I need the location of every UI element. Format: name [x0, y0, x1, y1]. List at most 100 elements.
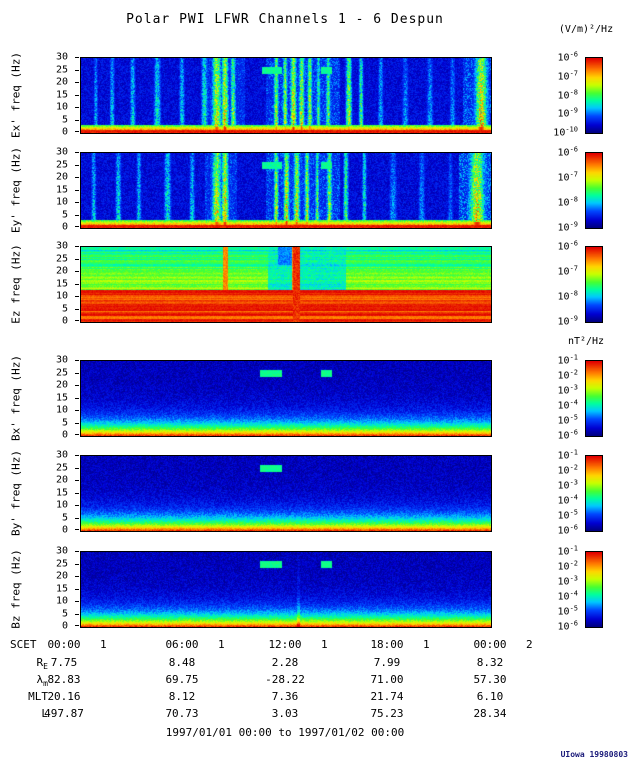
freq-tick-mark: [75, 164, 79, 166]
table-cell: 7.99: [373, 656, 401, 669]
freq-tick-mark: [75, 246, 79, 247]
table-cell: 69.75: [165, 673, 199, 686]
spectrogram-panel-bx: Bx' freq (Hz) 0 5 10 15 20 25 30 10-1 10-2 10-3 1…: [0, 353, 640, 442]
freq-tick-label: 5: [61, 512, 68, 523]
freq-tick-labels: 0 5 10 15 20 25 30: [0, 147, 79, 233]
colorbar-tick-label: 10-2: [557, 368, 578, 382]
day-number-label: 2: [526, 638, 533, 651]
freq-tick-labels: 0 5 10 15 20 25 30: [0, 355, 79, 441]
freq-tick-mark: [75, 131, 79, 132]
freq-tick-label: 30: [55, 51, 68, 63]
table-cell: 8.12: [168, 690, 196, 703]
freq-tick-mark: [75, 271, 79, 272]
colorbar-tick-label: 10-2: [557, 463, 578, 477]
table-cell: 20.16: [47, 690, 81, 703]
freq-tick-label: 25: [55, 367, 68, 378]
colorbar-tick-label: 10-3: [557, 574, 578, 588]
table-cell: 57.30: [473, 673, 507, 686]
freq-tick-mark: [75, 505, 79, 506]
colorbar-tick-label: 10-7: [557, 170, 578, 184]
spectrogram-panel-ey: Ey' freq (Hz) 0 5 10 15 20 25 30 10-6 10-7 10-8 1…: [0, 145, 640, 234]
freq-tick-label: 5: [61, 209, 68, 220]
freq-tick-label: 25: [55, 462, 68, 473]
colorbar-tick-label: 10-4: [557, 398, 578, 412]
colorbar: [585, 57, 603, 134]
time-axis: SCET 00:00 1 06:00 1 12:00 1 18:00 1 00:00 2: [0, 638, 640, 652]
freq-tick-mark: [75, 308, 79, 310]
freq-tick-mark: [75, 119, 79, 121]
freq-tick-label: 0: [61, 315, 68, 327]
table-cell: 71.00: [370, 673, 404, 686]
freq-tick-mark: [75, 107, 79, 108]
freq-tick-mark: [75, 296, 79, 297]
colorbar-tick-label: 10-6: [557, 239, 578, 253]
spectrogram-canvas: [80, 551, 492, 628]
day-number-label: 1: [321, 638, 328, 651]
freq-tick-label: 15: [55, 89, 68, 100]
colorbar-tick-label: 10-5: [557, 413, 578, 427]
table-row-label: RE: [36, 656, 48, 672]
freq-tick-label: 30: [55, 240, 68, 252]
table-cell: 497.87: [44, 707, 84, 720]
freq-tick-mark: [75, 563, 79, 565]
colorbar-tick-labels: 10-1 10-2 10-3 10-4 10-5 10-6: [536, 353, 582, 441]
colorbar-tick-labels: 10-6 10-7 10-8 10-9: [536, 239, 582, 327]
table-cell: 8.48: [168, 656, 196, 669]
freq-tick-mark: [75, 372, 79, 374]
table-cell: 6.10: [476, 690, 504, 703]
freq-tick-mark: [75, 625, 79, 626]
colorbar-tick-label: 10-8: [557, 87, 578, 102]
freq-tick-mark: [75, 480, 79, 481]
freq-tick-mark: [75, 214, 79, 216]
freq-tick-label: 0: [61, 126, 68, 138]
colorbar-tick-labels: 10-1 10-2 10-3 10-4 10-5 10-6: [536, 448, 582, 536]
colorbar-tick-label: 10-6: [557, 523, 578, 537]
colorbar-tick-label: 10-6: [557, 428, 578, 442]
table-cell: -28.22: [265, 673, 305, 686]
spectrogram-panel-ex: Ex' freq (Hz) 0 5 10 15 20 25 30 10-6 10-7 10-8 1…: [0, 50, 640, 139]
freq-tick-mark: [75, 152, 79, 153]
freq-tick-label: 30: [55, 354, 68, 366]
freq-tick-label: 10: [55, 196, 68, 208]
freq-tick-label: 25: [55, 159, 68, 170]
freq-tick-label: 15: [55, 487, 68, 498]
colorbar-tick-label: 10-2: [557, 559, 578, 573]
freq-tick-label: 15: [55, 278, 68, 289]
freq-tick-mark: [75, 189, 79, 191]
spectrogram-panel-by: By' freq (Hz) 0 5 10 15 20 25 30 10-1 10-2 10-3 1…: [0, 448, 640, 537]
spectrogram-panel-ez: Ez freq (Hz) 0 5 10 15 20 25 30 10-6 10-7 10-8 10…: [0, 239, 640, 328]
freq-tick-label: 0: [61, 524, 68, 536]
table-cell: 21.74: [370, 690, 404, 703]
colorbar-tick-label: 10-9: [557, 314, 578, 328]
magnetic-unit-label: nT²/Hz: [567, 336, 605, 347]
colorbar: [585, 152, 603, 229]
table-row: MLT 20.16 8.12 7.36 21.74 6.10: [0, 690, 640, 705]
colorbar-tick-label: 10-1: [557, 448, 578, 462]
credit-label: UIowa 19980803: [560, 750, 628, 759]
freq-tick-label: 0: [61, 429, 68, 441]
freq-tick-label: 20: [55, 76, 68, 88]
freq-tick-label: 5: [61, 417, 68, 428]
freq-tick-label: 30: [55, 146, 68, 158]
freq-tick-label: 25: [55, 558, 68, 569]
table-cell: 2.28: [271, 656, 299, 669]
freq-tick-mark: [75, 613, 79, 615]
freq-tick-label: 20: [55, 474, 68, 486]
spectrogram-canvas: [80, 246, 492, 323]
freq-tick-label: 10: [55, 499, 68, 511]
freq-tick-mark: [75, 422, 79, 424]
table-row: L 497.87 70.73 3.03 75.23 28.34: [0, 707, 640, 722]
freq-tick-label: 15: [55, 583, 68, 594]
freq-tick-labels: 0 5 10 15 20 25 30: [0, 546, 79, 632]
freq-tick-mark: [75, 576, 79, 577]
colorbar: [585, 246, 603, 323]
colorbar: [585, 455, 603, 532]
table-cell: 8.32: [476, 656, 504, 669]
colorbar-tick-label: 10-5: [557, 604, 578, 618]
colorbar-tick-label: 10-8: [557, 195, 578, 209]
freq-tick-label: 25: [55, 64, 68, 75]
freq-tick-mark: [75, 385, 79, 386]
colorbar: [585, 360, 603, 437]
table-cell: 7.36: [271, 690, 299, 703]
